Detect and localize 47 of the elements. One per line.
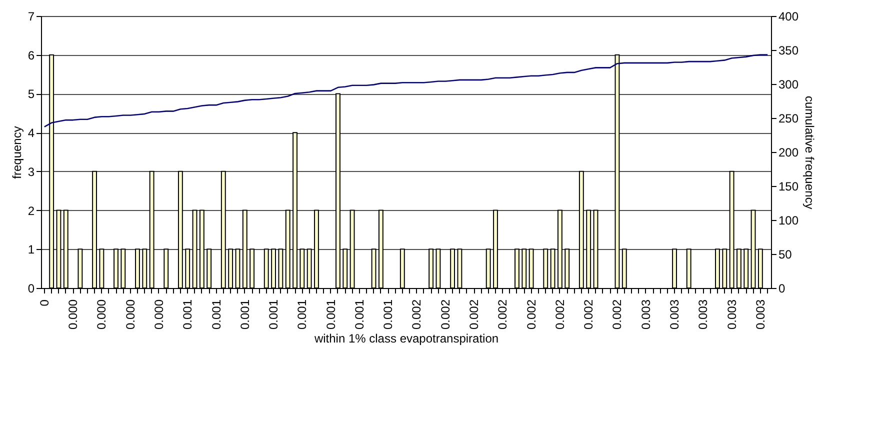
x-tick-label: 0.000 <box>66 299 80 330</box>
y-tick-label: 7 <box>28 10 35 24</box>
x-tick-label: 0.001 <box>180 299 195 330</box>
x-tick-label: 0.002 <box>582 299 596 330</box>
x-tick-label: 0.001 <box>266 299 281 330</box>
x-tick-label: 0.003 <box>753 299 768 330</box>
y-axis-title: frequency <box>10 126 24 179</box>
y-tick-label: 5 <box>28 87 35 102</box>
y2-axis-title: cumulative frequency <box>802 96 817 210</box>
x-tick-label: 0.003 <box>724 299 739 330</box>
x-tick-label: 0.001 <box>352 299 366 330</box>
x-tick-label: 0.003 <box>668 299 682 330</box>
x-tick-label: 0.002 <box>552 299 567 330</box>
x-axis-title: within 1% class evapotranspiration <box>313 332 499 346</box>
x-tick-label: 0.000 <box>123 299 138 330</box>
y-tick-label: 3 <box>28 164 35 179</box>
y2-tick-label: 400 <box>778 10 799 24</box>
y2-tick-label: 350 <box>778 44 799 58</box>
y2-tick-label: 300 <box>778 78 799 92</box>
x-tick-label: 0.001 <box>209 299 224 330</box>
y-tick-label: 6 <box>28 48 35 62</box>
x-tick-label: 0.001 <box>295 299 310 330</box>
x-tick-label: 0.002 <box>438 299 452 330</box>
x-tick-label: 0.002 <box>410 299 424 330</box>
x-tick-label: 0.000 <box>94 299 109 330</box>
y2-tick-label: 0 <box>778 282 786 296</box>
x-tick-label: 0.000 <box>152 299 166 330</box>
y2-tick-label: 250 <box>778 112 799 126</box>
x-tick-label: 0 <box>37 299 52 306</box>
x-tick-label: 0.003 <box>638 299 653 330</box>
x-tick-label: 0.001 <box>238 299 252 330</box>
x-tick-label: 0.003 <box>696 299 710 330</box>
y2-tick-label: 50 <box>778 248 792 262</box>
x-tick-label: 0.002 <box>524 299 538 330</box>
x-tick-label: 0.001 <box>324 299 338 330</box>
x-tick-label: 0.002 <box>467 299 482 330</box>
x-tick-label: 0.002 <box>610 299 624 330</box>
y-tick-label: 2 <box>28 204 35 218</box>
x-tick-label: 0.002 <box>496 299 510 330</box>
y-tick-label: 1 <box>28 242 35 257</box>
y-tick-label: 4 <box>28 126 35 140</box>
line-series <box>44 54 768 128</box>
x-tick-label: 0.001 <box>381 299 396 330</box>
y2-tick-label: 200 <box>778 146 799 160</box>
y2-tick-label: 100 <box>778 214 799 228</box>
y-tick-label: 0 <box>28 282 35 296</box>
y2-tick-label: 150 <box>778 180 799 194</box>
